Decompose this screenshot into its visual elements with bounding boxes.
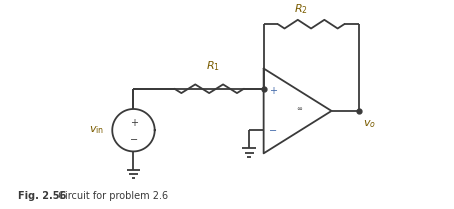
Text: −: − [130, 135, 138, 145]
Text: $R_1$: $R_1$ [206, 60, 220, 73]
Text: Fig. 2.56: Fig. 2.56 [18, 191, 66, 201]
Text: +: + [269, 86, 277, 96]
Text: $v_o$: $v_o$ [363, 119, 376, 130]
Text: Circuit for problem 2.6: Circuit for problem 2.6 [53, 191, 168, 201]
Text: $v_{\mathrm{in}}$: $v_{\mathrm{in}}$ [89, 124, 104, 136]
Text: +: + [130, 118, 138, 128]
Text: $R_2$: $R_2$ [295, 3, 308, 17]
Text: −: − [269, 126, 277, 136]
Text: $\infty$: $\infty$ [296, 106, 303, 112]
